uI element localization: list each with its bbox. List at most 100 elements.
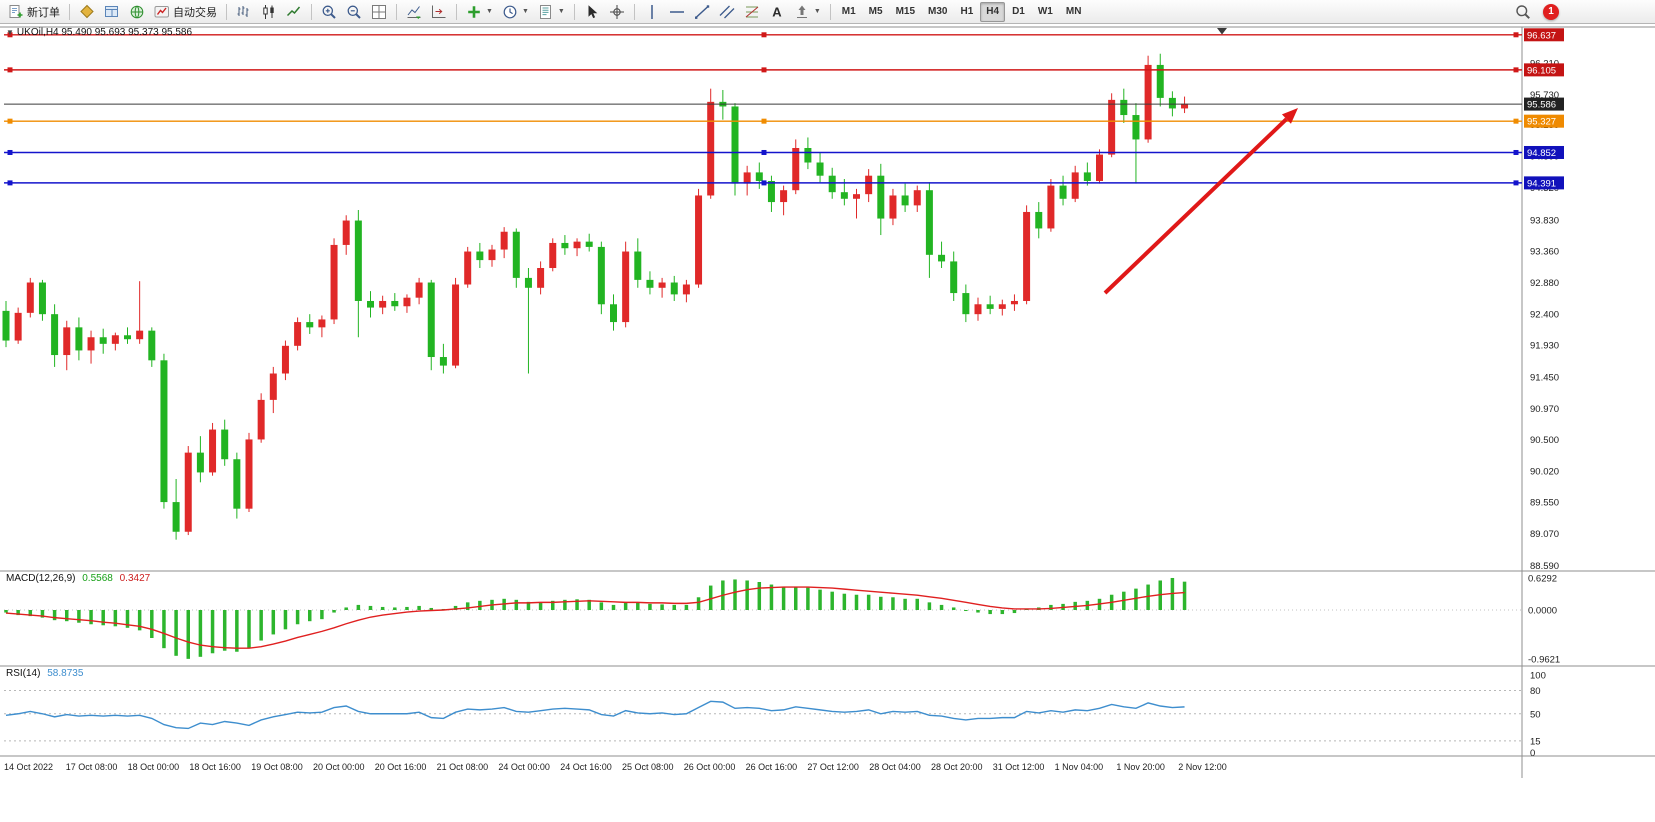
svg-text:96.637: 96.637 [1527, 30, 1556, 41]
trend-arrow[interactable] [1103, 108, 1298, 295]
hline-icon [669, 10, 684, 13]
line-handle[interactable] [761, 149, 767, 155]
svg-text:24 Oct 16:00: 24 Oct 16:00 [560, 762, 612, 772]
time-axis-labels: 14 Oct 2022 17 Oct 08:00 18 Oct 00:00 18 Oc… [4, 762, 1227, 772]
timeframe-button-d1[interactable]: D1 [1012, 6, 1025, 17]
tile-windows-button[interactable] [367, 2, 391, 22]
line-handle[interactable] [1513, 149, 1519, 155]
connect-button[interactable] [125, 2, 149, 22]
svg-text:26 Oct 16:00: 26 Oct 16:00 [746, 762, 798, 772]
svg-text:26 Oct 00:00: 26 Oct 00:00 [684, 762, 736, 772]
notification-badge[interactable]: 1 [1543, 3, 1559, 20]
new-order-icon [9, 4, 23, 18]
templates-button[interactable]: ▼ [534, 2, 569, 22]
toolbar-group: 新订单 [4, 2, 64, 22]
line-handle[interactable] [1513, 67, 1519, 73]
horizontal-lines[interactable] [4, 32, 1522, 186]
svg-text:90.500: 90.500 [1530, 435, 1559, 446]
autotrading-button[interactable]: 自动交易 [150, 2, 221, 22]
chart-shift-marker[interactable] [1217, 28, 1227, 35]
svg-text:94.852: 94.852 [1527, 148, 1556, 159]
timeframe-button-m15[interactable]: M15 [895, 6, 916, 17]
toolbar-group: 自动交易 [75, 2, 221, 22]
svg-text:-0.9621: -0.9621 [1528, 654, 1560, 665]
chart-menu-icon[interactable]: ▼ [6, 28, 14, 37]
autoscroll-icon [407, 5, 421, 19]
svg-text:96.105: 96.105 [1527, 65, 1556, 76]
line-chart-button[interactable] [282, 2, 306, 22]
svg-text:24 Oct 00:00: 24 Oct 00:00 [498, 762, 550, 772]
charts-button[interactable] [75, 2, 99, 22]
bar-chart-button[interactable] [232, 2, 256, 22]
channel-icon [719, 5, 735, 18]
search-button[interactable] [1511, 2, 1535, 22]
shapes-button[interactable]: ▼ [790, 2, 825, 22]
line-handle[interactable] [1513, 32, 1519, 38]
vertical-line-button[interactable] [640, 2, 664, 22]
svg-text:88.590: 88.590 [1530, 561, 1559, 572]
svg-text:80: 80 [1530, 686, 1541, 697]
autotrading-button-label: 自动交易 [173, 6, 217, 19]
price-badges: 96.637 96.105 95.586 95.327 94.852 94.391 [1524, 28, 1564, 190]
candlestick-chart-button[interactable] [257, 2, 281, 22]
gold-chart-icon [80, 4, 94, 18]
svg-text:2 Nov 12:00: 2 Nov 12:00 [1178, 762, 1227, 772]
fibonacci-button[interactable] [740, 2, 764, 22]
toolbar-right: 1 [1511, 2, 1559, 22]
timeframe-button-h4[interactable]: H4 [980, 1, 1006, 22]
line-handle[interactable] [7, 32, 13, 38]
line-handle[interactable] [761, 118, 767, 124]
price-badge [1524, 63, 1564, 77]
new-order-button[interactable]: 新订单 [4, 2, 64, 22]
zoom-in-button[interactable] [317, 2, 341, 22]
chart-shift-button[interactable] [427, 2, 451, 22]
crosshair-button[interactable] [605, 2, 629, 22]
profiles-button[interactable] [100, 2, 124, 22]
toolbar-separator [829, 3, 831, 20]
price-badge [1524, 114, 1564, 128]
line-handle[interactable] [761, 32, 767, 38]
timeframe-button-mn[interactable]: MN [1065, 6, 1082, 17]
cursor-button[interactable] [580, 2, 604, 22]
svg-text:50: 50 [1530, 709, 1541, 720]
crosshair-icon [609, 4, 624, 19]
svg-text:1 Nov 04:00: 1 Nov 04:00 [1055, 762, 1104, 772]
timeframe-button-m30[interactable]: M30 [928, 6, 948, 17]
timeframe-button-w1[interactable]: W1 [1037, 6, 1053, 17]
indicators-button[interactable]: ▼ [462, 2, 497, 22]
macd-histogram [4, 577, 1187, 659]
clock-icon [503, 5, 517, 18]
svg-text:91.930: 91.930 [1530, 341, 1559, 352]
timeframe-button-h1[interactable]: H1 [960, 6, 974, 17]
text-button[interactable]: A [765, 2, 789, 22]
line-handle[interactable] [7, 67, 13, 73]
svg-text:93.830: 93.830 [1530, 215, 1559, 226]
svg-text:91.450: 91.450 [1530, 372, 1559, 383]
line-handle[interactable] [761, 67, 767, 73]
svg-text:20 Oct 16:00: 20 Oct 16:00 [375, 762, 427, 772]
line-handle[interactable] [7, 118, 13, 124]
line-handle[interactable] [761, 180, 767, 186]
periods-button[interactable]: ▼ [498, 2, 533, 22]
svg-text:90.970: 90.970 [1530, 404, 1559, 415]
line-handle[interactable] [1513, 180, 1519, 186]
channel-button[interactable] [715, 2, 739, 22]
line-handle[interactable] [1513, 118, 1519, 124]
timeframe-button-m5[interactable]: M5 [868, 6, 883, 17]
svg-text:95.586: 95.586 [1527, 100, 1556, 111]
timeframe-button-m1[interactable]: M1 [841, 6, 856, 17]
zoom-out-button[interactable] [342, 2, 366, 22]
trendline-button[interactable] [690, 2, 714, 22]
toolbar-group [232, 2, 306, 22]
auto-scroll-button[interactable] [402, 2, 426, 22]
svg-text:0: 0 [1530, 748, 1535, 759]
toolbar-separator [573, 3, 575, 20]
dropdown-caret-icon: ▼ [521, 8, 529, 15]
dropdown-caret-icon: ▼ [486, 8, 493, 15]
trendline-icon [694, 4, 710, 19]
svg-text:0.6292: 0.6292 [1528, 573, 1557, 584]
horizontal-line-button[interactable] [665, 2, 689, 22]
line-handle[interactable] [7, 180, 13, 186]
line-handle[interactable] [7, 149, 13, 155]
